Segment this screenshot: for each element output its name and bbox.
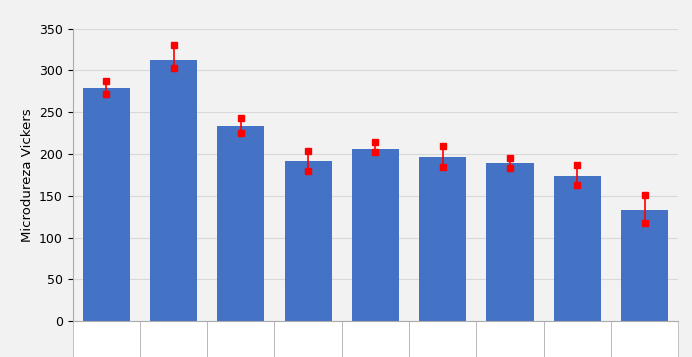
Bar [352, 149, 399, 321]
Bar [621, 210, 668, 321]
Bar [217, 126, 264, 321]
Bar [554, 176, 601, 321]
Bar [83, 87, 130, 321]
Bar [150, 60, 197, 321]
Y-axis label: Microdureza Vickers: Microdureza Vickers [21, 108, 33, 242]
Bar [419, 156, 466, 321]
Bar [486, 163, 534, 321]
Bar [284, 161, 331, 321]
